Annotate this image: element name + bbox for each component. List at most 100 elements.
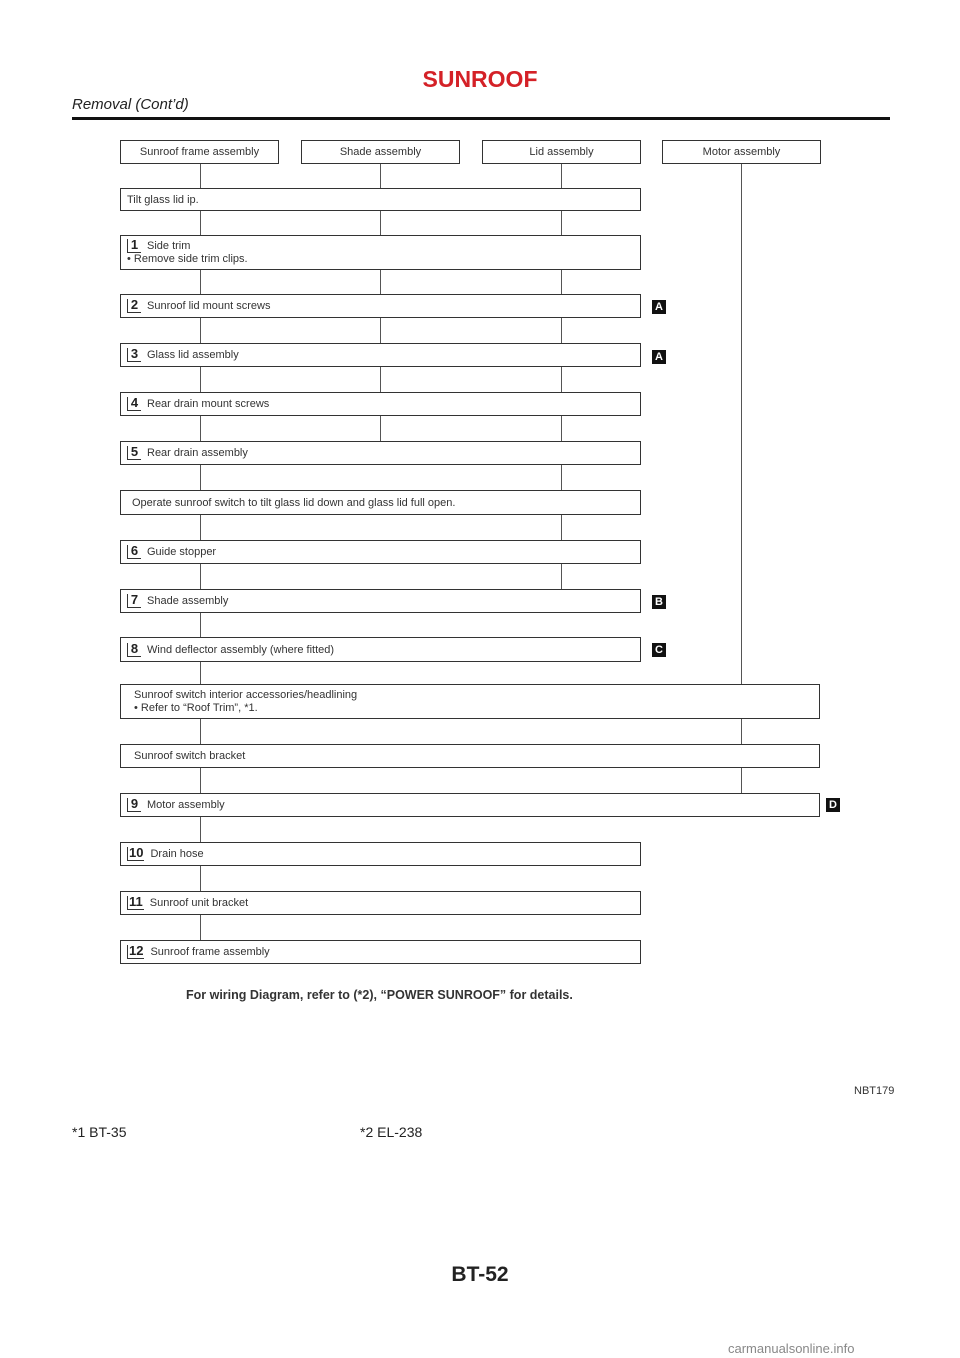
step-10: 10 Drain hose xyxy=(120,842,641,866)
watermark: carmanualsonline.info xyxy=(728,1341,855,1356)
connector xyxy=(380,416,381,441)
reference-tag: A xyxy=(652,300,666,314)
step-number: 12 xyxy=(127,943,145,959)
step-detail: • Refer to “Roof Trim”, *1. xyxy=(134,701,258,714)
step-label: Rear drain mount screws xyxy=(147,398,270,410)
connector xyxy=(561,515,562,540)
connector xyxy=(561,318,562,343)
page-title: SUNROOF xyxy=(422,66,538,92)
step-number: 5 xyxy=(127,445,141,460)
step-5: 5 Rear drain assembly xyxy=(120,441,641,465)
step-interior-accessories: Sunroof switch interior accessories/head… xyxy=(120,684,820,719)
header-box-lid: Lid assembly xyxy=(482,140,641,164)
connector xyxy=(380,367,381,392)
step-label: Rear drain assembly xyxy=(147,447,248,459)
step-detail: • Remove side trim clips. xyxy=(127,253,248,265)
connector xyxy=(200,564,201,589)
header-rule xyxy=(72,117,890,120)
step-label: Operate sunroof switch to tilt glass lid… xyxy=(132,496,456,509)
connector xyxy=(200,662,201,684)
header-box-frame: Sunroof frame assembly xyxy=(120,140,279,164)
connector xyxy=(380,211,381,235)
step-label: Glass lid assembly xyxy=(147,349,239,361)
step-label: Side trim xyxy=(147,239,191,252)
connector xyxy=(561,270,562,294)
step-label: Wind deflector assembly (where fitted) xyxy=(147,643,335,656)
reference-tag: A xyxy=(652,350,666,364)
step-number: 3 xyxy=(127,347,141,362)
step-label: Tilt glass lid ip. xyxy=(127,193,199,206)
header-box-label: Lid assembly xyxy=(529,146,594,158)
reference-tag: C xyxy=(652,643,666,657)
connector xyxy=(200,164,201,188)
connector xyxy=(561,367,562,392)
step-6: 6 Guide stopper xyxy=(120,540,641,564)
step-label: Sunroof unit bracket xyxy=(149,897,249,909)
connector xyxy=(741,719,742,744)
connector xyxy=(200,367,201,392)
connector xyxy=(200,915,201,940)
section-subtitle: Removal (Cont’d) xyxy=(72,96,189,113)
step-number: 1 xyxy=(127,238,141,253)
connector xyxy=(200,270,201,294)
connector xyxy=(561,164,562,188)
step-number: 9 xyxy=(127,797,141,812)
connector xyxy=(380,318,381,343)
connector xyxy=(380,164,381,188)
header-box-label: Motor assembly xyxy=(702,146,781,158)
page-number: BT-52 xyxy=(451,1263,509,1286)
connector xyxy=(200,866,201,891)
step-label: Guide stopper xyxy=(147,546,217,558)
header-box-shade: Shade assembly xyxy=(301,140,460,164)
step-switch-bracket: Sunroof switch bracket xyxy=(120,744,820,768)
connector xyxy=(200,211,201,235)
connector xyxy=(741,768,742,793)
header-box-label: Sunroof frame assembly xyxy=(139,146,260,158)
step-operate-switch: Operate sunroof switch to tilt glass lid… xyxy=(120,490,641,515)
step-number: 11 xyxy=(127,894,144,910)
footnote-2: *2 EL-238 xyxy=(360,1124,423,1140)
header-box-label: Shade assembly xyxy=(339,146,422,158)
connector xyxy=(200,515,201,540)
step-label: Shade assembly xyxy=(147,595,229,607)
step-label: Sunroof frame assembly xyxy=(150,946,270,958)
connector xyxy=(741,164,742,684)
connector xyxy=(200,465,201,490)
step-1-side-trim: 1 Side trim • Remove side trim clips. xyxy=(120,235,641,270)
connector xyxy=(200,817,201,842)
connector xyxy=(200,318,201,343)
step-number: 8 xyxy=(127,642,141,657)
header-box-motor: Motor assembly xyxy=(662,140,821,164)
connector xyxy=(561,211,562,235)
step-label: Drain hose xyxy=(150,848,204,860)
step-2: 2 Sunroof lid mount screws xyxy=(120,294,641,318)
step-3: 3 Glass lid assembly xyxy=(120,343,641,367)
step-12: 12 Sunroof frame assembly xyxy=(120,940,641,964)
step-9: 9 Motor assembly xyxy=(120,793,820,817)
connector xyxy=(200,416,201,441)
step-label: Sunroof switch bracket xyxy=(134,750,246,762)
step-label: Sunroof lid mount screws xyxy=(147,300,271,312)
step-8: 8 Wind deflector assembly (where fitted) xyxy=(120,637,641,662)
connector xyxy=(561,416,562,441)
connector xyxy=(561,564,562,589)
connector xyxy=(200,719,201,744)
step-number: 10 xyxy=(127,845,145,861)
step-7: 7 Shade assembly xyxy=(120,589,641,613)
wiring-note: For wiring Diagram, refer to (*2), “POWE… xyxy=(186,988,573,1002)
reference-tag: B xyxy=(652,595,666,609)
connector xyxy=(200,613,201,637)
step-11: 11 Sunroof unit bracket xyxy=(120,891,641,915)
step-label: Sunroof switch interior accessories/head… xyxy=(134,688,358,701)
step-number: 6 xyxy=(127,544,141,559)
step-number: 2 xyxy=(127,298,141,313)
figure-code: NBT179 xyxy=(854,1085,895,1097)
connector xyxy=(380,270,381,294)
connector xyxy=(561,465,562,490)
step-number: 7 xyxy=(127,593,141,608)
step-tilt-glass-lid: Tilt glass lid ip. xyxy=(120,188,641,211)
connector xyxy=(200,768,201,793)
reference-tag: D xyxy=(826,798,840,812)
step-number: 4 xyxy=(127,396,141,411)
step-4: 4 Rear drain mount screws xyxy=(120,392,641,416)
